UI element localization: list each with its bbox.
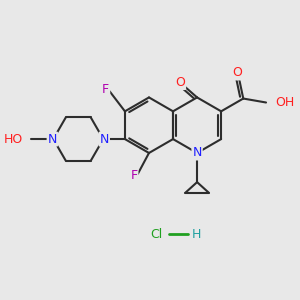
Text: N: N	[100, 133, 109, 146]
Text: N: N	[48, 133, 57, 146]
Text: H: H	[192, 228, 202, 241]
Text: O: O	[232, 66, 242, 80]
Text: O: O	[175, 76, 185, 89]
Text: F: F	[102, 83, 109, 96]
Text: HO: HO	[4, 133, 23, 146]
Text: Cl: Cl	[150, 228, 162, 241]
Text: F: F	[130, 169, 137, 182]
Text: N: N	[192, 146, 202, 160]
Text: OH: OH	[275, 96, 294, 109]
